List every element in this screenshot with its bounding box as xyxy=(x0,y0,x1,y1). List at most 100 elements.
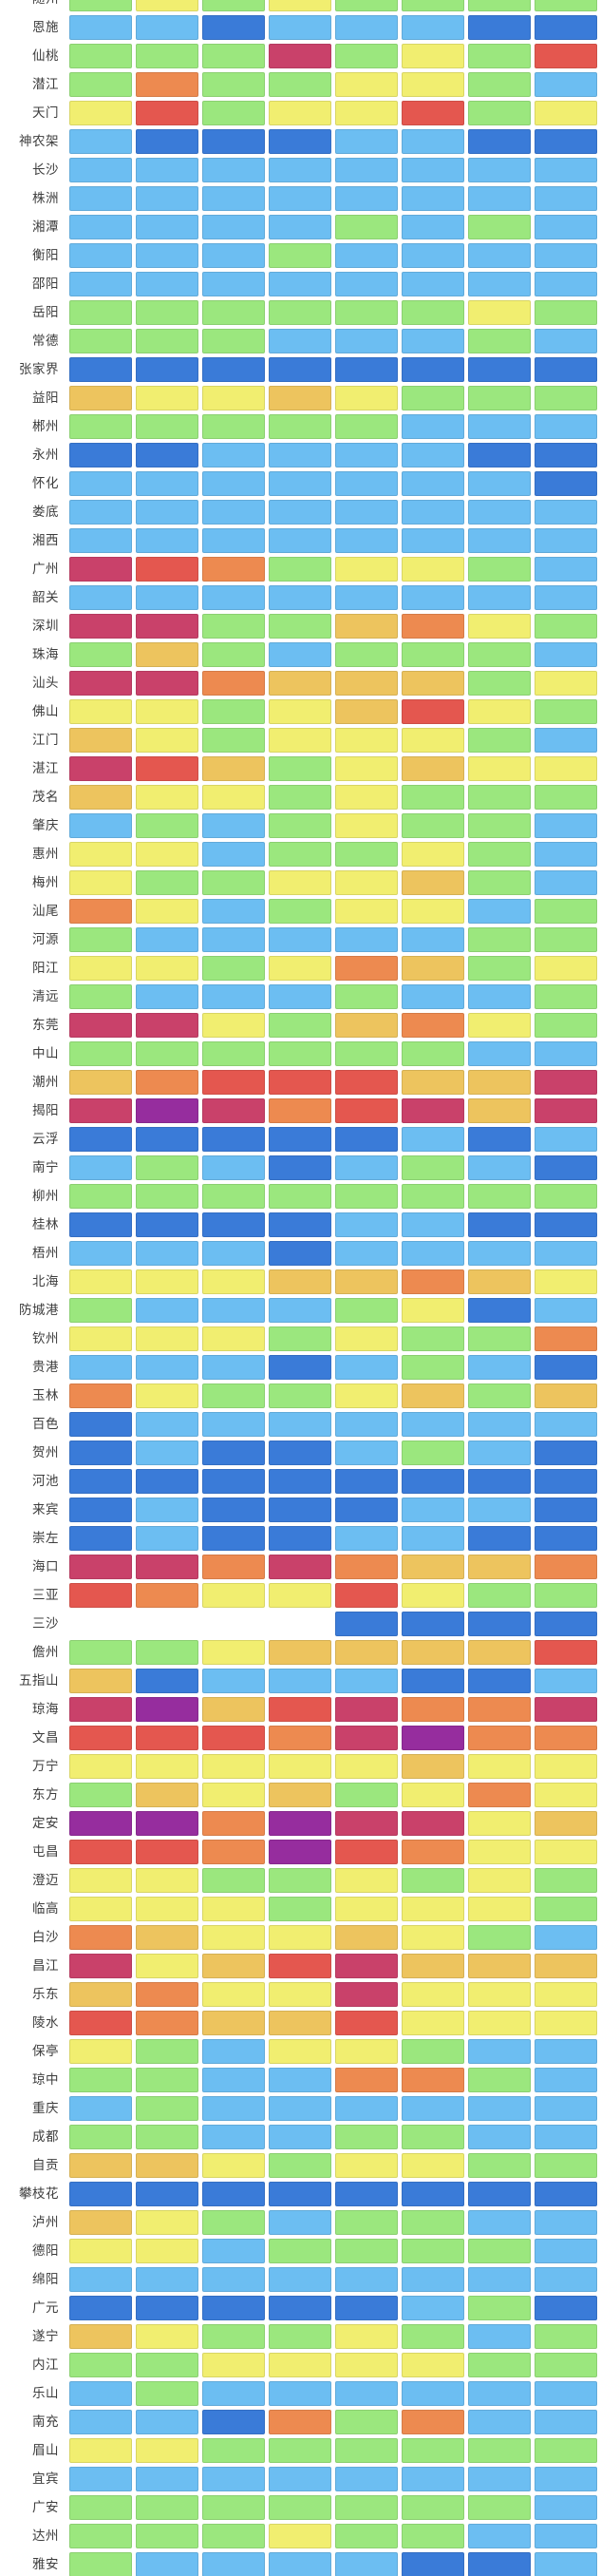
heatmap-cell xyxy=(269,1925,331,1950)
heatmap-cell xyxy=(269,2495,331,2520)
heatmap-cell xyxy=(402,984,464,1009)
heatmap-cell xyxy=(202,243,265,268)
heatmap-row: 常德 xyxy=(0,329,601,353)
heatmap-cell xyxy=(69,129,132,154)
heatmap-cell xyxy=(402,1241,464,1266)
heatmap-cell xyxy=(535,0,597,11)
heatmap-row: 珠海 xyxy=(0,642,601,667)
heatmap-cell xyxy=(535,443,597,467)
heatmap-cell xyxy=(69,101,132,125)
heatmap-cell xyxy=(468,1640,531,1665)
heatmap-cell xyxy=(335,72,398,97)
heatmap-cell xyxy=(402,2353,464,2377)
heatmap-row: 岳阳 xyxy=(0,300,601,325)
heatmap-row: 绵阳 xyxy=(0,2267,601,2292)
heatmap-cell xyxy=(535,1783,597,1807)
heatmap-cell xyxy=(269,785,331,810)
heatmap-cell xyxy=(468,158,531,182)
heatmap-cell xyxy=(535,1355,597,1380)
heatmap-cell xyxy=(69,2011,132,2035)
heatmap-cell xyxy=(402,813,464,838)
heatmap-cell xyxy=(402,2552,464,2576)
heatmap-cell xyxy=(468,1412,531,1437)
row-label: 中山 xyxy=(32,1046,59,1061)
heatmap-row: 云浮 xyxy=(0,1127,601,1152)
heatmap-cell xyxy=(402,2381,464,2406)
row-label: 益阳 xyxy=(32,391,59,406)
heatmap-cell xyxy=(535,2096,597,2121)
heatmap-cell xyxy=(535,1383,597,1408)
heatmap-row: 怀化 xyxy=(0,471,601,496)
heatmap-row: 五指山 xyxy=(0,1669,601,1693)
heatmap-cell xyxy=(136,0,198,11)
heatmap-cell xyxy=(136,1326,198,1351)
heatmap-cell xyxy=(535,1070,597,1095)
row-label: 仙桃 xyxy=(32,48,59,64)
heatmap-cell xyxy=(136,1383,198,1408)
heatmap-cell xyxy=(535,2552,597,2576)
heatmap-cell xyxy=(335,1526,398,1551)
heatmap-cell xyxy=(136,585,198,610)
heatmap-cell xyxy=(468,1127,531,1152)
heatmap-cell xyxy=(269,842,331,867)
heatmap-cell xyxy=(69,2438,132,2463)
heatmap-row: 东方 xyxy=(0,1783,601,1807)
heatmap-cell xyxy=(202,813,265,838)
heatmap-cell xyxy=(136,15,198,40)
heatmap-cell xyxy=(202,1669,265,1693)
heatmap-row: 随州 xyxy=(0,0,601,11)
heatmap-cell xyxy=(335,984,398,1009)
heatmap-cell xyxy=(402,1355,464,1380)
heatmap-row: 南充 xyxy=(0,2410,601,2434)
heatmap-cell xyxy=(402,300,464,325)
heatmap-cell xyxy=(136,870,198,895)
heatmap-cell xyxy=(535,1897,597,1921)
heatmap-cell xyxy=(136,129,198,154)
heatmap-cell xyxy=(202,1754,265,1779)
heatmap-cell xyxy=(535,642,597,667)
heatmap-cell xyxy=(335,2068,398,2092)
heatmap-cell xyxy=(335,2524,398,2548)
heatmap-cell xyxy=(69,813,132,838)
heatmap-cell xyxy=(269,243,331,268)
heatmap-cell xyxy=(335,1441,398,1465)
heatmap-cell xyxy=(202,2324,265,2349)
row-label: 自贡 xyxy=(32,2158,59,2173)
heatmap-cell xyxy=(269,1498,331,1522)
heatmap-cell xyxy=(468,1041,531,1066)
heatmap-cell xyxy=(402,1383,464,1408)
heatmap-cell xyxy=(535,671,597,696)
heatmap-cell xyxy=(202,1326,265,1351)
heatmap-cell xyxy=(136,1013,198,1038)
heatmap-cell xyxy=(69,72,132,97)
heatmap-cell xyxy=(402,699,464,724)
heatmap-cell xyxy=(202,2153,265,2178)
heatmap-cell xyxy=(269,1982,331,2007)
heatmap-cell xyxy=(335,186,398,211)
heatmap-cell xyxy=(69,243,132,268)
heatmap-cell xyxy=(335,2552,398,2576)
heatmap-cell xyxy=(202,1298,265,1323)
row-label: 珠海 xyxy=(32,647,59,662)
heatmap-cell xyxy=(402,956,464,981)
heatmap-cell xyxy=(402,15,464,40)
heatmap-cell xyxy=(269,1184,331,1209)
heatmap-row: 阳江 xyxy=(0,956,601,981)
heatmap-row: 东莞 xyxy=(0,1013,601,1038)
heatmap-cell xyxy=(202,1441,265,1465)
heatmap-cell xyxy=(468,1526,531,1551)
heatmap-cell xyxy=(136,2182,198,2206)
heatmap-cell xyxy=(402,1640,464,1665)
heatmap-cell xyxy=(335,500,398,525)
heatmap-cell xyxy=(136,1840,198,1864)
heatmap-cell xyxy=(202,2068,265,2092)
row-label: 琼海 xyxy=(32,1702,59,1717)
row-label: 屯昌 xyxy=(32,1844,59,1860)
heatmap-cell xyxy=(69,2524,132,2548)
heatmap-cell xyxy=(402,2438,464,2463)
heatmap-cell xyxy=(335,2267,398,2292)
heatmap-cell xyxy=(335,2210,398,2235)
heatmap-cell xyxy=(335,1982,398,2007)
heatmap-cell xyxy=(269,927,331,952)
heatmap-cell xyxy=(269,0,331,11)
